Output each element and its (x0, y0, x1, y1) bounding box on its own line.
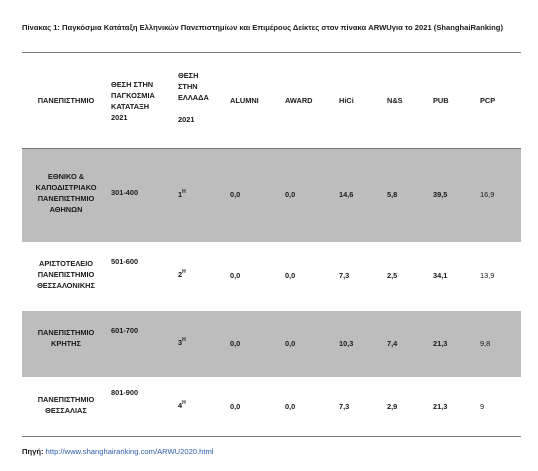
greece-rank: 2Η (178, 269, 186, 280)
award-value: 0,0 (285, 339, 296, 348)
header-ns: N&S (387, 96, 403, 105)
world-rank: 601-700 (111, 326, 139, 335)
table-header-row: ΠΑΝΕΠΙΣΤΗΜΙΟ ΘΕΣΗ ΣΤΗΝ ΠΑΓΚΟΣΜΙΑ ΚΑΤΑΤΑΞ… (22, 53, 521, 149)
source-link[interactable]: http://www.shanghairanking.com/ARWU2020.… (45, 447, 214, 456)
source-note: Πηγή: http://www.shanghairanking.com/ARW… (22, 446, 214, 457)
award-value: 0,0 (285, 402, 296, 411)
table-row: ΑΡΙΣΤΟΤΕΛΕΙΟ ΠΑΝΕΠΙΣΤΗΜΙΟ ΘΕΣΣΑΛΟΝΙΚΗΣ 5… (22, 242, 521, 311)
alumni-value: 0,0 (230, 339, 241, 348)
hici-value: 7,3 (339, 402, 350, 411)
table-caption: Πίνακας 1: Παγκόσμια Κατάταξη Ελληνικών … (22, 23, 503, 32)
world-rank: 801-900 (111, 388, 139, 397)
university-name: ΑΡΙΣΤΟΤΕΛΕΙΟ ΠΑΝΕΠΙΣΤΗΜΙΟ ΘΕΣΣΑΛΟΝΙΚΗΣ (37, 259, 95, 290)
pub-value: 21,3 (433, 402, 448, 411)
ns-value: 5,8 (387, 190, 398, 199)
hici-value: 10,3 (339, 339, 354, 348)
pcp-value: 9,8 (480, 339, 491, 348)
alumni-value: 0,0 (230, 190, 241, 199)
greece-rank: 3Η (178, 337, 186, 348)
table-row: ΠΑΝΕΠΙΣΤΗΜΙΟ ΚΡΗΤΗΣ 601-700 3Η 0,0 0,0 1… (22, 311, 521, 377)
ranking-table: ΠΑΝΕΠΙΣΤΗΜΙΟ ΘΕΣΗ ΣΤΗΝ ΠΑΓΚΟΣΜΙΑ ΚΑΤΑΤΑΞ… (22, 52, 521, 437)
ns-value: 2,9 (387, 402, 398, 411)
ns-value: 2,5 (387, 271, 398, 280)
pub-value: 21,3 (433, 339, 448, 348)
award-value: 0,0 (285, 271, 296, 280)
world-rank: 301-400 (111, 188, 139, 197)
header-pcp: PCP (480, 96, 496, 105)
greece-rank: 4Η (178, 400, 186, 411)
alumni-value: 0,0 (230, 402, 241, 411)
university-name: ΠΑΝΕΠΙΣΤΗΜΙΟ ΚΡΗΤΗΣ (37, 328, 95, 348)
table-row: ΕΘΝΙΚΟ & ΚΑΠΟΔΙΣΤΡΙΑΚΟ ΠΑΝΕΠΙΣΤΗΜΙΟ ΑΘΗΝ… (22, 149, 521, 242)
pub-value: 39,5 (433, 190, 448, 199)
source-label: Πηγή: (22, 447, 44, 456)
ns-value: 7,4 (387, 339, 398, 348)
pub-value: 34,1 (433, 271, 448, 280)
world-rank: 501-600 (111, 257, 139, 266)
header-alumni: ALUMNI (230, 96, 259, 105)
header-pub: PUB (433, 96, 449, 105)
alumni-value: 0,0 (230, 271, 241, 280)
university-name: ΕΘΝΙΚΟ & ΚΑΠΟΔΙΣΤΡΙΑΚΟ ΠΑΝΕΠΙΣΤΗΜΙΟ ΑΘΗΝ… (35, 172, 97, 214)
pcp-value: 13,9 (480, 271, 495, 280)
header-greece-rank: ΘΕΣΗ ΣΤΗΝ ΕΛΛΑΔΑ 2021 (178, 71, 209, 124)
table-row: ΠΑΝΕΠΙΣΤΗΜΙΟ ΘΕΣΣΑΛΙΑΣ 801-900 4Η 0,0 0,… (22, 377, 521, 436)
greece-rank: 1Η (178, 189, 186, 200)
pcp-value: 16,9 (480, 190, 495, 199)
university-name: ΠΑΝΕΠΙΣΤΗΜΙΟ ΘΕΣΣΑΛΙΑΣ (37, 395, 95, 415)
header-world-rank: ΘΕΣΗ ΣΤΗΝ ΠΑΓΚΟΣΜΙΑ ΚΑΤΑΤΑΞΗ 2021 (111, 80, 155, 122)
header-university: ΠΑΝΕΠΙΣΤΗΜΙΟ (37, 96, 95, 105)
pcp-value: 9 (480, 402, 485, 411)
award-value: 0,0 (285, 190, 296, 199)
hici-value: 7,3 (339, 271, 350, 280)
header-hici: HiCi (339, 96, 354, 105)
header-award: AWARD (285, 96, 313, 105)
hici-value: 14,6 (339, 190, 354, 199)
